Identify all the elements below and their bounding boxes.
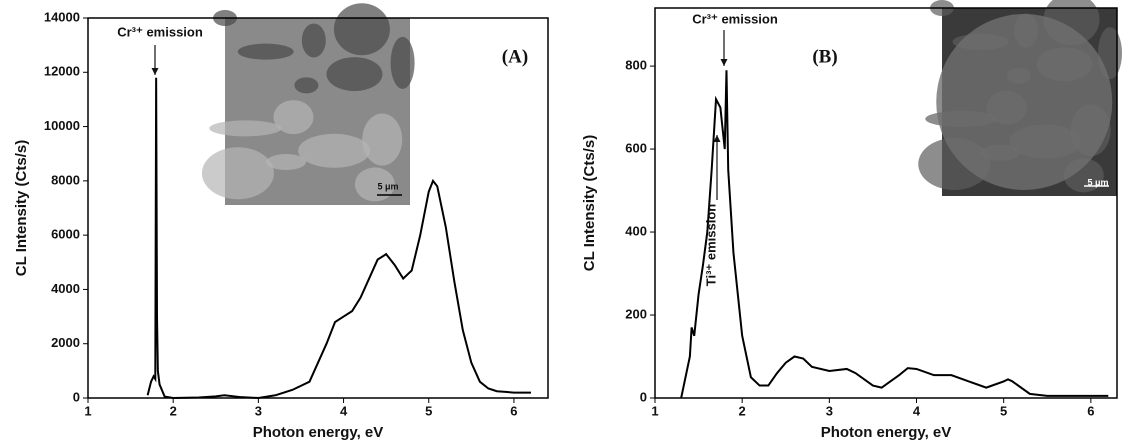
y-tick-label: 10000 — [44, 118, 80, 133]
x-tick-label: 2 — [170, 403, 177, 418]
y-axis-label: CL Intensity (Cts/s) — [13, 140, 30, 276]
inset-texture — [294, 77, 319, 94]
x-axis-label: Photon energy, eV — [253, 424, 384, 441]
x-tick-label: 1 — [651, 403, 658, 418]
x-tick-label: 2 — [739, 403, 746, 418]
inset-texture — [390, 36, 415, 89]
inset-texture — [209, 120, 282, 137]
annotation: Ti³⁺ emission — [703, 204, 718, 287]
annotation: 5 μm — [377, 181, 398, 191]
inset-texture — [273, 100, 314, 135]
x-tick-label: 6 — [1087, 403, 1094, 418]
y-tick-label: 200 — [625, 306, 647, 321]
data-line — [146, 77, 531, 400]
x-tick-label: 3 — [826, 403, 833, 418]
x-tick-label: 5 — [1000, 403, 1007, 418]
y-tick-label: 12000 — [44, 64, 80, 79]
y-tick-label: 14000 — [44, 9, 80, 24]
y-tick-label: 4000 — [51, 281, 80, 296]
inset-texture — [237, 43, 294, 60]
y-tick-label: 8000 — [51, 172, 80, 187]
y-tick-label: 600 — [625, 141, 647, 156]
y-tick-label: 0 — [73, 389, 80, 404]
y-tick-label: 400 — [625, 223, 647, 238]
annotation: 5 μm — [1087, 177, 1108, 187]
inset-texture — [298, 133, 371, 168]
annotation: (A) — [502, 46, 528, 67]
data-line — [680, 70, 1109, 399]
x-tick-label: 4 — [340, 403, 348, 418]
inset-texture — [326, 57, 383, 92]
inset-texture — [301, 23, 326, 58]
inset-sphere — [936, 14, 1113, 190]
annotation: Cr³⁺ emission — [692, 11, 778, 26]
x-tick-label: 1 — [84, 403, 91, 418]
annotation: (B) — [812, 46, 837, 67]
inset-texture — [362, 113, 403, 166]
inset-texture — [201, 147, 274, 200]
y-tick-label: 2000 — [51, 335, 80, 350]
y-tick-label: 0 — [640, 389, 647, 404]
annotation: Cr³⁺ emission — [117, 24, 203, 39]
inset-texture — [266, 153, 307, 170]
plot-frame — [87, 17, 549, 399]
x-axis-label: Photon energy, eV — [821, 424, 952, 441]
y-tick-label: 800 — [625, 58, 647, 73]
y-tick-label: 6000 — [51, 227, 80, 242]
x-tick-label: 3 — [255, 403, 262, 418]
x-tick-label: 6 — [510, 403, 517, 418]
y-axis-label: CL Intensity (Cts/s) — [581, 135, 598, 271]
plot-frame — [654, 7, 1118, 399]
inset-texture — [354, 167, 395, 202]
x-tick-label: 5 — [425, 403, 432, 418]
x-tick-label: 4 — [913, 403, 921, 418]
inset-texture — [333, 3, 390, 56]
